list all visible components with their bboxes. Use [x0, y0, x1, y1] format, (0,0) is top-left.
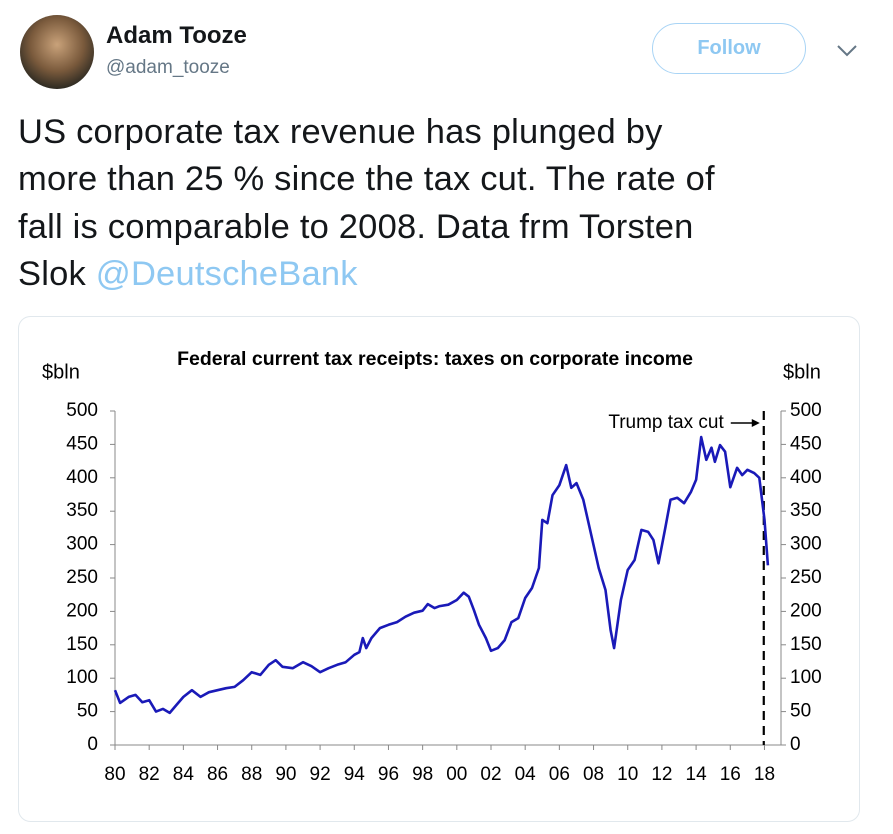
- x-tick-label: 06: [549, 764, 570, 785]
- tweet-text-line: more than 25 % since the tax cut. The ra…: [18, 160, 715, 198]
- y2-tick-label: 0: [790, 734, 801, 755]
- y-tick-label: 100: [66, 667, 98, 688]
- x-tick-label: 98: [412, 764, 433, 785]
- y2-tick-label: 200: [790, 600, 822, 621]
- y-tick-label: 0: [87, 734, 98, 755]
- y-tick-label: 350: [66, 500, 98, 521]
- x-tick-label: 90: [275, 764, 296, 785]
- data-line: [113, 435, 770, 715]
- y2-tick-label: 300: [790, 534, 822, 555]
- y-tick-label: 50: [77, 701, 98, 722]
- y-tick-label: 300: [66, 534, 98, 555]
- y-tick-label: 450: [66, 433, 98, 454]
- y2-axis-label: $bln: [783, 361, 821, 383]
- tweet-text-line: fall is comparable to 2008. Data frm Tor…: [18, 208, 694, 246]
- y-axis-label: $bln: [42, 361, 80, 383]
- x-tick-label: 08: [583, 764, 604, 785]
- mention-link[interactable]: @DeutscheBank: [95, 255, 358, 293]
- user-name[interactable]: Adam Tooze: [106, 22, 247, 49]
- media-card[interactable]: [18, 316, 860, 822]
- x-tick-label: 02: [480, 764, 501, 785]
- user-handle[interactable]: @adam_tooze: [106, 57, 230, 78]
- x-tick-label: 96: [378, 764, 399, 785]
- x-tick-label: 80: [104, 764, 125, 785]
- y-tick-label: 150: [66, 634, 98, 655]
- y-tick-label: 200: [66, 600, 98, 621]
- x-tick-label: 94: [344, 764, 366, 785]
- tweet-text-line: US corporate tax revenue has plunged by: [18, 113, 663, 151]
- x-tick-label: 18: [754, 764, 775, 785]
- annotation-label: Trump tax cut: [608, 412, 724, 433]
- x-tick-label: 12: [651, 764, 672, 785]
- y2-tick-label: 100: [790, 667, 822, 688]
- y2-tick-label: 500: [790, 400, 822, 421]
- x-tick-label: 14: [686, 764, 708, 785]
- x-tick-label: 86: [207, 764, 228, 785]
- chart-title: Federal current tax receipts: taxes on c…: [177, 348, 693, 370]
- x-tick-label: 00: [446, 764, 467, 785]
- tweet-text-line: Slok @DeutscheBank: [18, 255, 358, 294]
- tweet-text: Slok: [18, 255, 86, 293]
- x-tick-label: 84: [173, 764, 195, 785]
- follow-label: Follow: [697, 37, 761, 59]
- avatar[interactable]: [20, 15, 94, 89]
- x-tick-label: 04: [515, 764, 537, 785]
- x-tick-label: 82: [139, 764, 160, 785]
- annotation-arrowhead: [751, 419, 760, 427]
- y2-tick-label: 450: [790, 433, 822, 454]
- x-tick-label: 10: [617, 764, 638, 785]
- y2-tick-label: 50: [790, 701, 811, 722]
- menu-chevron[interactable]: [837, 45, 857, 57]
- follow-button[interactable]: Follow: [652, 23, 806, 74]
- y-tick-label: 250: [66, 567, 98, 588]
- y-tick-label: 400: [66, 467, 98, 488]
- y2-tick-label: 150: [790, 634, 822, 655]
- x-tick-label: 88: [241, 764, 262, 785]
- x-tick-label: 92: [310, 764, 331, 785]
- y-tick-label: 500: [66, 400, 98, 421]
- x-tick-label: 16: [720, 764, 741, 785]
- y2-tick-label: 350: [790, 500, 822, 521]
- y2-tick-label: 400: [790, 467, 822, 488]
- y2-tick-label: 250: [790, 567, 822, 588]
